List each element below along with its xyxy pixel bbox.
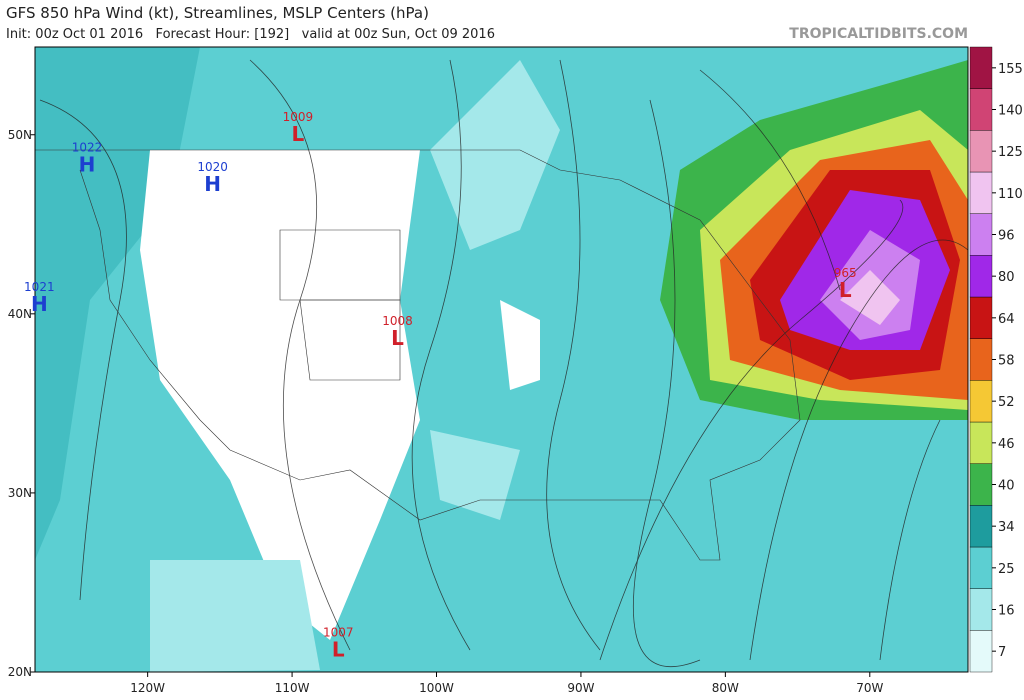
x-tick-label: 90W bbox=[567, 681, 594, 695]
colorbar-swatch bbox=[969, 505, 993, 548]
colorbar-label: 155 bbox=[998, 62, 1023, 77]
center-letter: H bbox=[31, 292, 48, 316]
colorbar-swatch bbox=[969, 88, 993, 131]
x-tick-label: 80W bbox=[712, 681, 739, 695]
colorbar-swatch bbox=[969, 171, 993, 214]
subtitle: Init: 00z Oct 01 2016 Forecast Hour: [19… bbox=[6, 27, 495, 42]
center-letter: L bbox=[291, 122, 304, 146]
x-tick-label: 110W bbox=[275, 681, 310, 695]
colorbar-label: 7 bbox=[998, 645, 1006, 660]
center-letter: H bbox=[79, 152, 96, 176]
colorbar-swatch bbox=[969, 130, 993, 173]
watermark: TROPICALTIDBITS.COM bbox=[789, 26, 968, 42]
colorbar-label: 110 bbox=[998, 187, 1023, 202]
colorbar-swatch bbox=[969, 255, 993, 298]
center-pressure: 965 bbox=[834, 266, 857, 280]
colorbar-swatch bbox=[969, 588, 993, 631]
y-tick-label: 40N bbox=[8, 307, 32, 321]
colorbar-swatch bbox=[969, 463, 993, 506]
colorbar-label: 80 bbox=[998, 270, 1015, 285]
center-pressure: 1007 bbox=[323, 626, 354, 640]
map-axes: 120W 110W 100W 90W 80W 70W 20N 30N 40N 50N bbox=[8, 128, 884, 695]
y-tick-label: 50N bbox=[8, 128, 32, 142]
center-pressure: 1008 bbox=[382, 314, 413, 328]
center-letter: H bbox=[204, 172, 221, 196]
center-pressure: 1021 bbox=[24, 280, 55, 294]
colorbar-label: 52 bbox=[998, 395, 1015, 410]
colorbar-label: 46 bbox=[998, 437, 1015, 452]
colorbar-label: 96 bbox=[998, 229, 1015, 244]
center-letter: L bbox=[839, 278, 852, 302]
colorbar-swatch bbox=[969, 213, 993, 256]
center-pressure: 1020 bbox=[197, 160, 228, 174]
colorbar: 7 16 25 34 40 46 52 58 64 80 96 110 125 140 155 bbox=[969, 46, 1023, 673]
colorbar-label: 58 bbox=[998, 354, 1015, 369]
colorbar-label: 40 bbox=[998, 479, 1015, 494]
colorbar-swatch bbox=[969, 296, 993, 339]
colorbar-label: 64 bbox=[998, 312, 1015, 327]
map-field bbox=[35, 47, 968, 672]
title: GFS 850 hPa Wind (kt), Streamlines, MSLP… bbox=[6, 4, 429, 22]
colorbar-swatch bbox=[969, 546, 993, 589]
map-frame bbox=[34, 46, 969, 673]
center-pressure: 1009 bbox=[283, 110, 314, 124]
colorbar-label: 16 bbox=[998, 604, 1015, 619]
center-letter: L bbox=[332, 638, 345, 662]
x-tick-label: 120W bbox=[130, 681, 165, 695]
colorbar-swatch bbox=[969, 46, 993, 89]
y-tick-label: 20N bbox=[8, 665, 32, 679]
colorbar-label: 25 bbox=[998, 562, 1015, 577]
colorbar-label: 140 bbox=[998, 104, 1023, 119]
y-tick-label: 30N bbox=[8, 486, 32, 500]
colorbar-swatch bbox=[969, 338, 993, 381]
x-tick-label: 100W bbox=[419, 681, 454, 695]
colorbar-swatch bbox=[969, 630, 993, 673]
x-tick-label: 70W bbox=[856, 681, 883, 695]
colorbar-swatch bbox=[969, 421, 993, 464]
colorbar-swatch bbox=[969, 380, 993, 423]
colorbar-label: 34 bbox=[998, 520, 1015, 535]
center-pressure: 1022 bbox=[72, 140, 103, 154]
colorbar-label: 125 bbox=[998, 145, 1023, 160]
center-letter: L bbox=[391, 326, 404, 350]
